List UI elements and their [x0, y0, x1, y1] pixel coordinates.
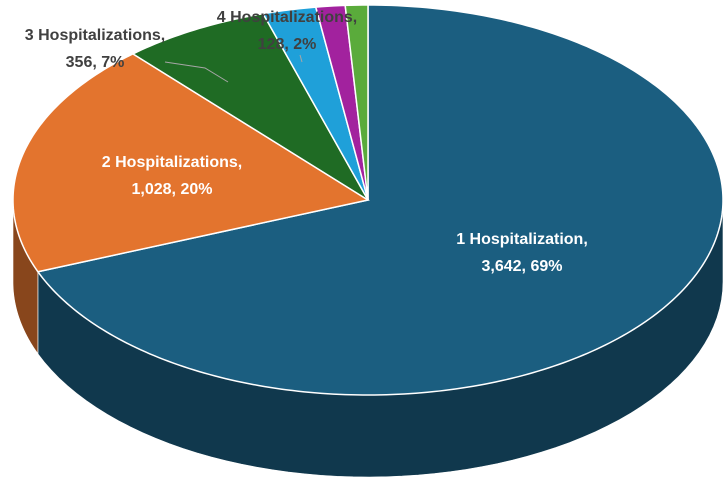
pie-slice — [314, 4, 369, 201]
pie-slice — [261, 6, 369, 201]
slice-label-name: 1 Hospitalization, — [456, 231, 588, 248]
slice-label-value: 128, 2% — [258, 36, 317, 53]
slice-label-name: 3 Hospitalizations, — [25, 27, 165, 44]
labels: 1 Hospitalization, 3,642, 69% 2 Hospitaliz… — [25, 9, 588, 275]
pie-slice — [12, 53, 370, 273]
leader-line — [164, 61, 229, 83]
slice-label-name: 4 Hospitalizations, — [217, 9, 357, 26]
pie-slice — [36, 4, 724, 396]
pie-slice — [131, 12, 369, 201]
leader-line — [299, 54, 303, 63]
pie-tops — [12, 4, 724, 396]
slice-label-value: 3,642, 69% — [482, 258, 563, 275]
slice-label-name: 2 Hospitalizations, — [102, 154, 242, 171]
slice-label-value: 1,028, 20% — [132, 181, 213, 198]
pie-slice — [344, 4, 369, 201]
slice-label-value: 356, 7% — [66, 54, 125, 71]
